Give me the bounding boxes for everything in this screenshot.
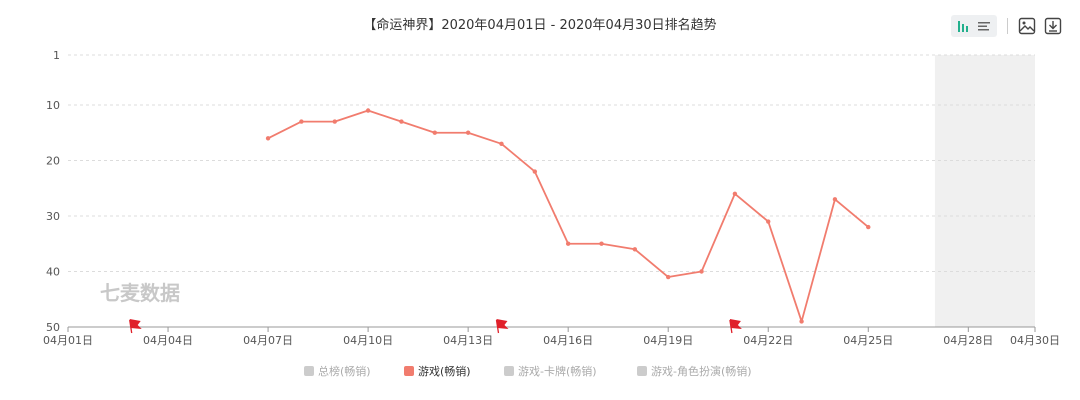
- data-point[interactable]: [699, 269, 704, 274]
- data-point[interactable]: [766, 219, 771, 224]
- data-point[interactable]: [732, 191, 738, 196]
- x-tick-label: 04月30日: [1010, 334, 1060, 347]
- data-point[interactable]: [299, 119, 304, 124]
- data-point[interactable]: [365, 108, 371, 113]
- list-icon[interactable]: [975, 17, 993, 35]
- data-point[interactable]: [632, 247, 638, 252]
- legend-label: 游戏(畅销): [418, 364, 471, 378]
- legend-item[interactable]: 游戏-卡牌(畅销): [504, 364, 597, 378]
- data-point[interactable]: [399, 119, 404, 124]
- x-tick-label: 04月01日: [43, 334, 93, 347]
- data-point[interactable]: [599, 241, 604, 246]
- y-tick-label: 50: [46, 321, 60, 334]
- legend-label: 总榜(畅销): [318, 364, 371, 378]
- data-point[interactable]: [799, 319, 804, 324]
- data-point[interactable]: [332, 119, 337, 124]
- event-flag-icon[interactable]: [129, 319, 142, 334]
- x-tick-label: 04月28日: [943, 334, 993, 347]
- future-shaded-region: [934, 55, 1035, 327]
- data-point[interactable]: [432, 130, 437, 135]
- data-point[interactable]: [465, 130, 471, 135]
- x-tick-label: 04月19日: [643, 334, 693, 347]
- legend-item[interactable]: 游戏(畅销): [404, 364, 471, 378]
- data-point[interactable]: [866, 224, 871, 230]
- y-tick-label: 10: [46, 99, 60, 112]
- legend-item[interactable]: 游戏-角色扮演(畅销): [637, 364, 752, 378]
- y-tick-label: 40: [46, 265, 60, 278]
- toolbar-divider: [1007, 18, 1008, 34]
- watermark: 七麦数据: [100, 281, 180, 305]
- chart-title: 【命运神界】2020年04月01日 - 2020年04月30日排名趋势: [363, 18, 717, 33]
- data-point[interactable]: [565, 241, 571, 246]
- download-icon[interactable]: [1044, 17, 1062, 35]
- legend-item[interactable]: 总榜(畅销): [304, 364, 371, 378]
- event-flag-icon[interactable]: [729, 319, 742, 334]
- data-point[interactable]: [532, 169, 538, 174]
- chart-toolbar: [951, 14, 1062, 38]
- image-icon[interactable]: [1018, 17, 1036, 35]
- data-point[interactable]: [832, 197, 838, 202]
- data-point[interactable]: [499, 141, 504, 147]
- x-tick-label: 04月16日: [543, 334, 593, 347]
- legend-swatch: [637, 366, 647, 376]
- x-tick-label: 04月25日: [843, 334, 893, 347]
- legend-label: 游戏-卡牌(畅销): [518, 364, 597, 378]
- y-tick-label: 20: [46, 154, 60, 167]
- x-tick-label: 04月07日: [243, 334, 293, 347]
- legend-swatch: [504, 366, 514, 376]
- y-tick-label: 1: [53, 49, 60, 62]
- x-tick-label: 04月22日: [743, 334, 793, 347]
- legend-swatch: [304, 366, 314, 376]
- legend-label: 游戏-角色扮演(畅销): [651, 364, 752, 378]
- x-tick-label: 04月04日: [143, 334, 193, 347]
- event-flag-icon[interactable]: [495, 319, 509, 334]
- x-tick-label: 04月13日: [443, 334, 493, 347]
- y-tick-label: 30: [46, 210, 60, 223]
- data-point[interactable]: [265, 136, 271, 141]
- legend-swatch: [404, 366, 414, 376]
- view-toggle: [951, 15, 997, 37]
- x-tick-label: 04月10日: [343, 334, 393, 347]
- bar-chart-icon[interactable]: [955, 17, 973, 35]
- data-point[interactable]: [666, 274, 671, 280]
